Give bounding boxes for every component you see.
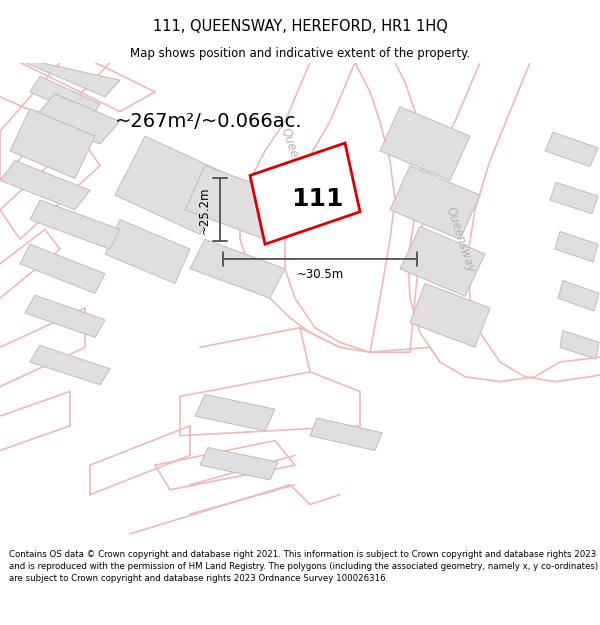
Text: ~25.2m: ~25.2m [197,186,211,234]
Polygon shape [30,76,100,119]
Polygon shape [550,182,598,214]
Polygon shape [185,166,285,239]
Polygon shape [30,200,120,249]
Polygon shape [20,244,105,293]
Polygon shape [545,132,598,167]
Text: Queensway: Queensway [278,126,312,196]
Polygon shape [190,239,285,298]
Polygon shape [310,418,382,451]
Polygon shape [558,281,599,311]
Text: 111, QUEENSWAY, HEREFORD, HR1 1HQ: 111, QUEENSWAY, HEREFORD, HR1 1HQ [152,19,448,34]
Polygon shape [250,143,360,244]
Polygon shape [410,284,490,348]
Polygon shape [115,136,230,234]
Polygon shape [195,394,275,431]
Polygon shape [560,331,599,359]
Polygon shape [25,295,105,338]
Polygon shape [200,448,278,480]
Polygon shape [555,231,598,262]
Polygon shape [35,94,120,144]
Polygon shape [10,109,95,178]
Text: Map shows position and indicative extent of the property.: Map shows position and indicative extent… [130,47,470,59]
Polygon shape [390,166,480,239]
Text: 111: 111 [291,186,343,211]
Text: ~30.5m: ~30.5m [296,268,344,281]
Text: Contains OS data © Crown copyright and database right 2021. This information is : Contains OS data © Crown copyright and d… [9,550,598,582]
Polygon shape [30,346,110,384]
Polygon shape [0,161,90,210]
Polygon shape [380,107,470,181]
Polygon shape [105,219,190,284]
Text: Queensway: Queensway [443,204,477,274]
Text: ~267m²/~0.066ac.: ~267m²/~0.066ac. [115,112,302,131]
Polygon shape [25,62,120,97]
Polygon shape [400,226,485,296]
